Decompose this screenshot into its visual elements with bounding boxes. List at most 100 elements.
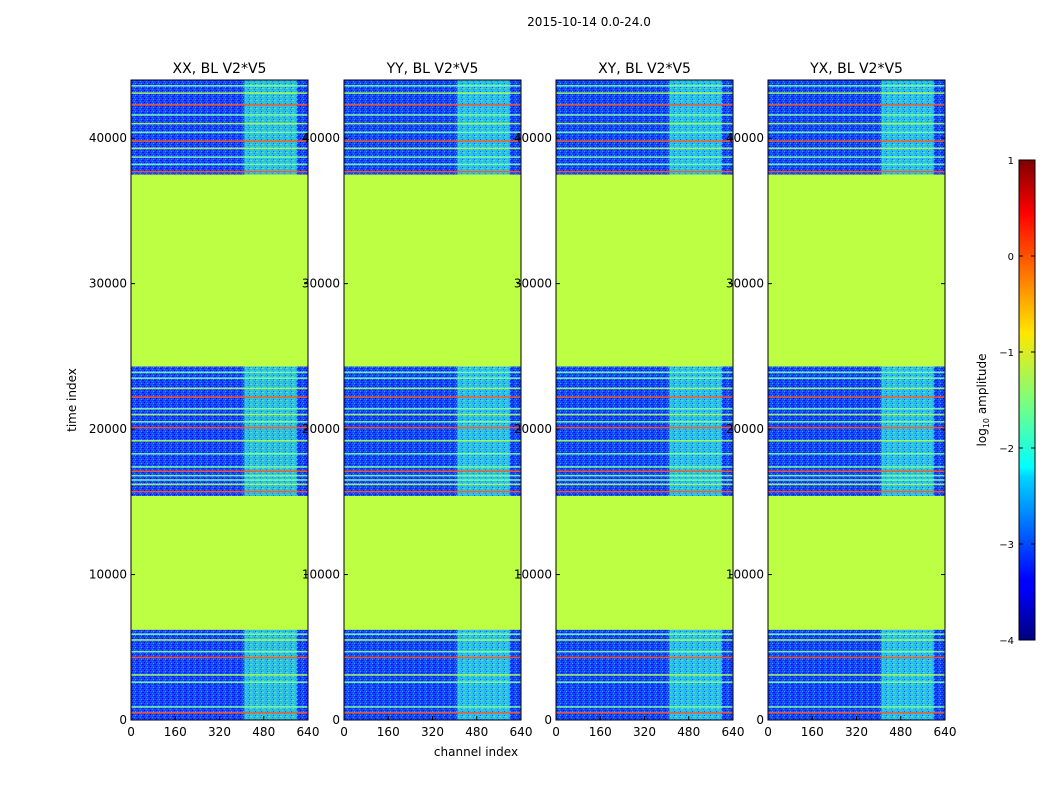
rfi-line xyxy=(556,156,733,158)
rfi-line xyxy=(768,387,945,390)
flagged-region xyxy=(344,174,521,367)
rfi-line xyxy=(131,156,308,158)
rfi-line xyxy=(131,413,308,416)
flagged-region xyxy=(344,496,521,630)
rfi-line xyxy=(768,377,945,379)
y-tick-label: 20000 xyxy=(302,422,340,436)
rfi-line xyxy=(556,103,733,106)
rfi-line xyxy=(556,122,733,125)
rfi-line xyxy=(131,490,308,493)
x-tick-label: 320 xyxy=(421,725,444,739)
rfi-line xyxy=(556,490,733,493)
rfi-line xyxy=(768,426,945,429)
rfi-line xyxy=(556,656,733,659)
colorbar-label: log10 amplitude xyxy=(975,354,991,447)
rfi-line xyxy=(344,656,521,659)
rfi-line xyxy=(768,656,945,659)
rfi-line xyxy=(768,674,945,676)
rfi-line xyxy=(131,421,308,423)
rfi-line xyxy=(131,633,308,635)
rfi-line xyxy=(344,396,521,398)
rfi-line xyxy=(344,377,521,379)
rfi-line xyxy=(556,439,733,442)
rfi-line xyxy=(556,633,733,635)
rfi-line xyxy=(131,479,308,481)
colorbar-label-main: log xyxy=(975,428,989,446)
rfi-line xyxy=(556,114,733,116)
flagged-region xyxy=(556,496,733,630)
rfi-line xyxy=(344,163,521,166)
x-tick-label: 320 xyxy=(633,725,656,739)
rfi-line xyxy=(131,114,308,116)
rfi-line xyxy=(768,140,945,142)
rfi-line xyxy=(768,711,945,714)
rfi-line xyxy=(344,131,521,134)
rfi-line xyxy=(131,396,308,398)
colorbar-label-sub: 10 xyxy=(982,418,991,428)
rfi-line xyxy=(344,483,521,486)
rfi-line xyxy=(344,674,521,676)
colorbar-tick-label: −3 xyxy=(999,540,1014,551)
x-axis-label: channel index xyxy=(434,745,518,759)
y-tick-label: 20000 xyxy=(89,422,127,436)
rfi-line xyxy=(344,466,521,468)
panel-title: XY, BL V2*V5 xyxy=(598,61,691,77)
rfi-line xyxy=(556,131,733,134)
panel-title: YX, BL V2*V5 xyxy=(809,61,903,77)
rfi-line xyxy=(344,633,521,635)
rfi-line xyxy=(556,170,733,173)
rfi-line xyxy=(131,681,308,683)
rfi-line xyxy=(556,681,733,683)
rfi-line xyxy=(556,140,733,142)
rfi-line xyxy=(131,147,308,150)
figure-title: 2015-10-14 0.0-24.0 xyxy=(527,15,651,29)
rfi-line xyxy=(131,639,308,641)
x-tick-label: 480 xyxy=(252,725,275,739)
rfi-line xyxy=(344,413,521,416)
panel-3: XY, BL V2*V5 0 160 320 480 640 0 10000 20000 3000… xyxy=(514,61,745,739)
rfi-line xyxy=(131,426,308,429)
rfi-line xyxy=(768,85,945,87)
rfi-line xyxy=(131,674,308,676)
y-tick-label: 0 xyxy=(756,713,764,727)
rfi-line xyxy=(768,650,945,653)
rfi-line xyxy=(344,650,521,653)
rfi-line xyxy=(556,426,733,429)
rfi-line xyxy=(344,706,521,708)
x-tick-label: 0 xyxy=(127,725,135,739)
rfi-line xyxy=(768,407,945,410)
x-tick-label: 160 xyxy=(164,725,187,739)
rfi-line xyxy=(556,421,733,423)
rfi-line xyxy=(556,470,733,473)
y-tick-label: 30000 xyxy=(514,277,552,291)
rfi-line xyxy=(131,103,308,106)
rfi-line xyxy=(768,371,945,374)
rfi-line xyxy=(768,470,945,473)
rfi-line xyxy=(131,387,308,390)
rfi-line xyxy=(556,92,733,94)
flagged-region xyxy=(768,174,945,367)
rfi-line xyxy=(556,706,733,708)
panel-1: XX, BL V2*V5 0 160 320 480 640 0 10000 20000 3000… xyxy=(89,61,320,739)
rfi-line xyxy=(556,413,733,416)
rfi-line xyxy=(768,147,945,150)
colorbar-ticks: 1 0 −1 −2 −3 −4 xyxy=(999,156,1035,647)
y-tick-label: 40000 xyxy=(514,131,552,145)
rfi-line xyxy=(556,377,733,379)
rfi-line xyxy=(556,466,733,468)
rfi-line xyxy=(768,706,945,708)
rfi-line xyxy=(131,466,308,468)
rfi-line xyxy=(344,170,521,173)
rfi-line xyxy=(768,421,945,423)
x-tick-label: 320 xyxy=(208,725,231,739)
rfi-line xyxy=(131,474,308,477)
rfi-line xyxy=(556,674,733,676)
flagged-region xyxy=(556,174,733,367)
rfi-line xyxy=(131,371,308,374)
x-tick-label: 160 xyxy=(589,725,612,739)
rfi-line xyxy=(344,407,521,410)
rfi-line xyxy=(131,170,308,173)
rfi-line xyxy=(344,453,521,455)
rfi-line xyxy=(556,387,733,390)
rfi-line xyxy=(768,474,945,477)
